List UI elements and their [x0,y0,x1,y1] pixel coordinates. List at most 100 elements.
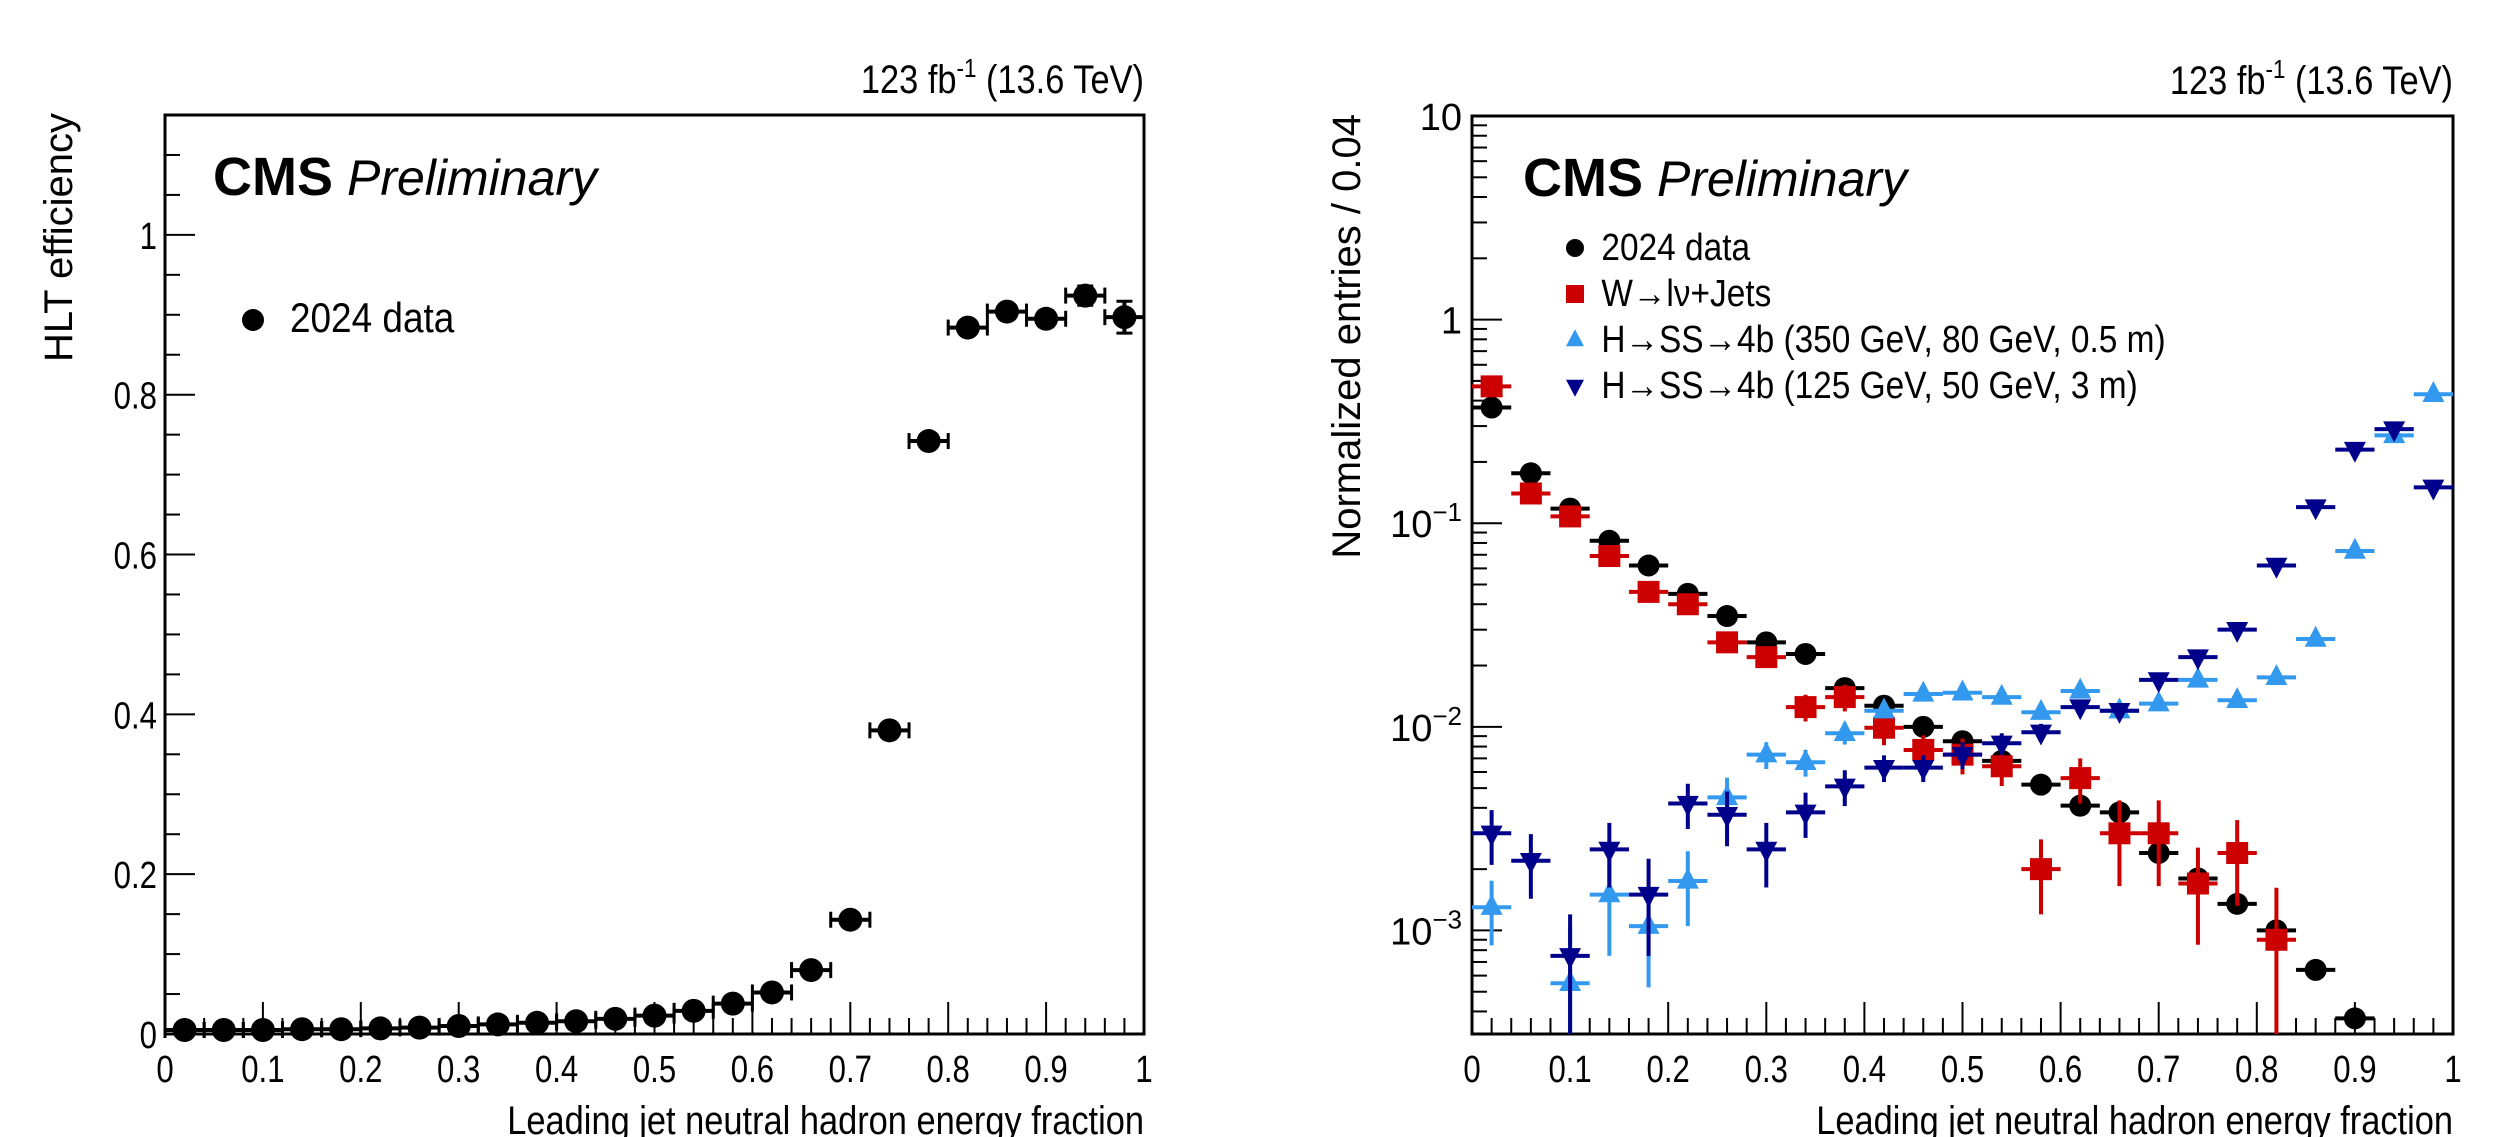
lumi-value: 123 fb [861,57,957,102]
data-point [2139,690,2179,712]
x-tick-label: 0.6 [731,1049,774,1091]
data-point [280,1017,324,1042]
marker-circle [1073,283,1098,308]
marker-triangle-up [1794,749,1817,770]
y-tick-exponent: −2 [1432,701,1462,731]
data-point [2060,758,2100,804]
data-point [320,1017,363,1042]
x-tick-label: 0.7 [829,1049,872,1091]
marker-triangle-down [1873,759,1896,781]
x-tick-label: 0.8 [2235,1049,2278,1091]
marker-circle [1034,306,1059,331]
data-point [555,1009,598,1034]
marker-circle [1716,605,1739,628]
x-tick-label: 0.4 [535,1049,578,1091]
marker-triangle-up [1598,881,1621,903]
marker-circle [1794,642,1817,665]
data-point [2021,698,2061,720]
marker-circle [485,1012,510,1037]
data-point [1628,580,1669,603]
data-point [2021,773,2061,796]
marker-triangle-down [1794,804,1817,826]
marker-triangle-up [2186,666,2209,688]
data-point [1746,741,1786,770]
data-point [1942,742,1983,770]
data-point [633,1003,676,1028]
marker-circle [250,1018,275,1043]
marker-square [2265,928,2288,951]
x-tick-label: 0.9 [2333,1049,2376,1091]
marker-triangle-down [1755,841,1778,863]
marker-square [1912,738,1935,761]
data-point [2217,820,2257,906]
data-point [1903,755,1943,783]
x-tick-label: 0.8 [927,1049,970,1091]
marker-square [1676,593,1699,616]
y-tick-label: 10 [1420,97,1462,139]
marker-square [1794,696,1817,719]
marker-square [1716,631,1739,654]
marker-triangle-down [2343,441,2366,463]
data-point [1825,770,1865,807]
legend-label: 2024 data [290,295,454,342]
marker-square [1833,686,1856,709]
marker-circle [603,1006,628,1031]
x-tick-label: 0.2 [339,1049,382,1091]
x-tick-label: 0.4 [1843,1049,1886,1091]
data-point [1785,642,1826,665]
preliminary-text: Preliminary [1657,151,1910,207]
data-point [2139,800,2179,887]
x-tick-label: 1 [2444,1049,2461,1091]
data-point [1785,749,1826,777]
marker-circle [916,429,941,454]
marker-triangle-down [2186,649,2209,671]
series-0 [163,283,1146,1043]
lumi-exponent: -1 [2266,55,2286,84]
y-tick-base: 10 [1390,911,1432,953]
marker-triangle-down [2304,499,2327,521]
series-2 [1472,381,2453,1034]
data-point [829,907,872,932]
y-axis-title: Normalized entries / 0.04 [1325,114,1369,559]
marker-square [1598,545,1621,568]
marker-triangle-up [2265,664,2288,686]
legend-entry: 2024 data [242,295,454,342]
marker-triangle-down [1833,778,1856,800]
marker-square [1519,482,1542,505]
marker-circle [1566,239,1584,257]
data-point [1550,505,1590,528]
marker-circle [2304,958,2327,981]
marker-square [2108,822,2131,845]
data-point [2256,557,2297,579]
data-point [2335,1007,2375,1030]
y-axis-title: HLT efficiency [37,113,81,362]
data-point [1589,545,1629,568]
marker-triangle-up [2343,537,2366,559]
y-tick-label: 10−2 [1390,701,1462,750]
data-point [2335,537,2375,559]
data-point [868,718,911,743]
cms-text: CMS [1523,148,1643,208]
y-tick-label: 10−3 [1390,904,1462,953]
chart-panel-right: 0 0.1 0.2 0.3 0.4 0.5 0.6 0.7 0.8 0.9 110110−110−2… [1325,55,2462,1137]
y-tick-label: 0.4 [114,696,157,738]
data-point [2374,421,2414,443]
marker-square [1990,755,2013,778]
data-point [946,315,989,340]
data-point [2335,441,2375,463]
marker-triangle-up [2069,677,2092,699]
legend-label: 2024 data [1601,226,1750,268]
data-point [1103,299,1146,335]
data-point [1511,482,1551,505]
data-point [2217,687,2257,708]
data-point [1785,792,1826,838]
data-point [711,991,754,1016]
marker-square [1559,505,1582,528]
data-point [907,429,950,454]
data-point [163,1018,206,1043]
marker-square [1480,375,1503,398]
marker-triangle-up [2029,698,2052,720]
marker-triangle-up [1833,720,1856,741]
marker-circle [1912,715,1935,738]
